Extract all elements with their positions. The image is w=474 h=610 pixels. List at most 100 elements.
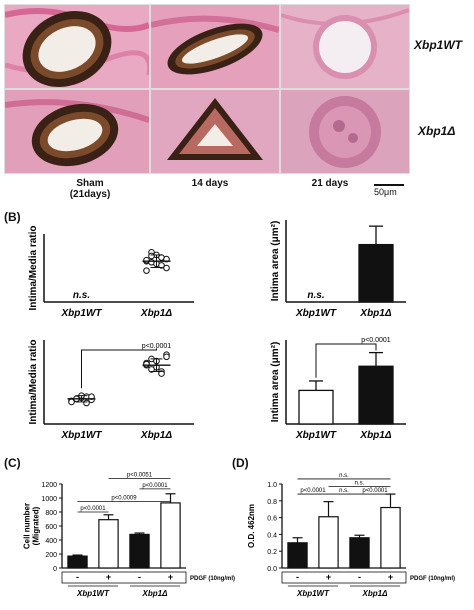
y-tick-label: 1200	[41, 482, 57, 489]
bar	[298, 389, 334, 425]
bar	[287, 542, 308, 569]
pdgf-sign: -	[76, 572, 79, 582]
chart-b2-intima-area-top: Intima area (μm²) Xbp1WT Xbp1Δ n.s.	[270, 220, 406, 319]
y-tick-label: 200	[45, 552, 57, 559]
significance-bracket	[81, 348, 157, 389]
pdgf-sign: +	[168, 572, 173, 582]
panel-c-label: (C)	[4, 456, 21, 470]
pdgf-label: PDGF (10ng/ml)	[410, 576, 455, 582]
annotation-pvalue: p<0.0001	[300, 488, 326, 494]
x-tick-label: Xbp1WT	[61, 308, 103, 319]
panel-b-charts: Intima/Media ratio Xbp1WT Xbp1Δ n.s. Intima…	[28, 220, 406, 441]
y-tick-label: 0.0	[267, 566, 277, 573]
y-tick-label: 0.2	[267, 549, 277, 556]
micrograph-ko-14days	[150, 89, 280, 174]
data-point	[163, 255, 170, 263]
panel-b-label: (B)	[4, 210, 21, 224]
pdgf-sign: +	[388, 572, 393, 582]
data-point	[163, 353, 170, 361]
annotation-pvalue: p<0.0051	[127, 472, 153, 478]
x-tick-label: Xbp1Δ	[359, 308, 391, 319]
x-tick-label: Xbp1WT	[61, 430, 103, 441]
pdgf-row-box	[281, 571, 407, 584]
group-label: Xbp1Δ	[142, 589, 169, 598]
chart-b4-intima-area-bottom: Intima area (μm²) Xbp1WT Xbp1Δ p<0.0001	[270, 337, 406, 441]
data-point	[143, 360, 150, 368]
annotation-pvalue: p<0.0001	[80, 506, 106, 512]
row-label-wt: Xbp1WT	[414, 38, 462, 52]
pdgf-sign: -	[296, 572, 299, 582]
data-point	[143, 267, 150, 274]
panel-cd-charts: 0 200 400 600 800 1000 1200 Cell number (Migrate…	[23, 472, 456, 598]
bar	[129, 533, 150, 569]
bar	[67, 555, 88, 569]
chart-d-od462: 0.0 0.2 0.4 0.6 0.8 1.0 O.D. 462nm p<0.0001 n.s.…	[247, 473, 455, 598]
bar	[318, 516, 339, 569]
micrograph-ko-21days	[280, 89, 410, 174]
micrograph-ko-sham	[4, 89, 150, 174]
scalebar-label: 50μm	[374, 187, 397, 197]
chart-b1-intima-media-top: Intima/Media ratio Xbp1WT Xbp1Δ n.s.	[28, 225, 194, 319]
data-point	[148, 252, 155, 260]
annotation-pvalue: p<0.0001	[142, 343, 171, 350]
pdgf-sign: -	[358, 572, 361, 582]
y-axis-label: Intima/Media ratio	[28, 225, 39, 310]
y-axis-label: Intima/Media ratio	[28, 339, 39, 424]
y-axis-label: Intima area (μm²)	[270, 221, 281, 302]
y-tick-label: 0.8	[267, 499, 277, 506]
y-tick-label: 800	[45, 510, 57, 517]
data-point	[158, 262, 165, 269]
x-tick-label: Xbp1Δ	[140, 308, 172, 319]
y-axis-label: O.D. 462nm	[247, 504, 256, 548]
data-point	[158, 370, 165, 377]
col-label-14days: 14 days	[191, 178, 229, 189]
pdgf-label: PDGF (10ng/ml)	[190, 576, 235, 582]
panel-d-label: (D)	[232, 456, 249, 470]
col-label-21days: 21 days	[311, 178, 349, 189]
y-tick-label: 400	[45, 538, 57, 545]
y-tick-label: 1.0	[267, 482, 277, 489]
chart-c-cell-migration: 0 200 400 600 800 1000 1200 Cell number (Migrate…	[23, 472, 236, 598]
y-tick-label: 0	[53, 566, 57, 573]
annotation-ns: n.s.	[307, 290, 324, 301]
annotation-pvalue: n.s.	[339, 488, 349, 494]
annotation-ns: n.s.	[73, 290, 90, 301]
pdgf-sign: +	[326, 572, 331, 582]
group-label: Xbp1WT	[296, 589, 330, 598]
bar	[160, 502, 181, 569]
x-tick-label: Xbp1Δ	[359, 430, 391, 441]
pdgf-sign: +	[106, 572, 111, 582]
y-axis-label: Cell number	[23, 503, 32, 549]
data-point	[88, 393, 95, 400]
data-point	[148, 366, 155, 373]
group-label: Xbp1Δ	[362, 589, 389, 598]
y-tick-label: 0.4	[267, 532, 277, 539]
bar	[358, 365, 394, 425]
y-tick-label: 600	[45, 524, 57, 531]
scalebar-line	[374, 184, 404, 186]
bar	[349, 537, 370, 569]
col-label-sham: Sham (21days)	[69, 178, 111, 200]
bar	[358, 243, 394, 303]
chart-b3-intima-media-bottom: Intima/Media ratio Xbp1WT Xbp1Δ p<0.0001	[28, 339, 194, 441]
annotation-pvalue: p<0.0009	[111, 496, 137, 502]
y-axis-label: Intima area (μm²)	[270, 342, 281, 423]
bar	[98, 519, 119, 569]
data-point	[163, 264, 170, 272]
annotation-pvalue: n.s.	[355, 481, 365, 487]
pdgf-sign: -	[138, 572, 141, 582]
x-tick-label: Xbp1WT	[295, 308, 337, 319]
y-axis-label: (Migrated)	[32, 506, 41, 545]
pdgf-row-box	[61, 571, 187, 584]
group-label: Xbp1WT	[76, 589, 110, 598]
significance-bracket	[315, 343, 377, 378]
annotation-pvalue: p<0.0001	[361, 337, 390, 344]
x-tick-label: Xbp1Δ	[140, 430, 172, 441]
y-tick-label: 0.6	[267, 516, 277, 523]
row-label-ko: Xbp1Δ	[418, 124, 456, 138]
micrograph-wt-14days	[150, 4, 280, 89]
x-tick-label: Xbp1WT	[295, 430, 337, 441]
data-point	[83, 399, 90, 407]
annotation-pvalue: p<0.0001	[142, 483, 168, 489]
micrograph-wt-sham	[4, 4, 150, 89]
